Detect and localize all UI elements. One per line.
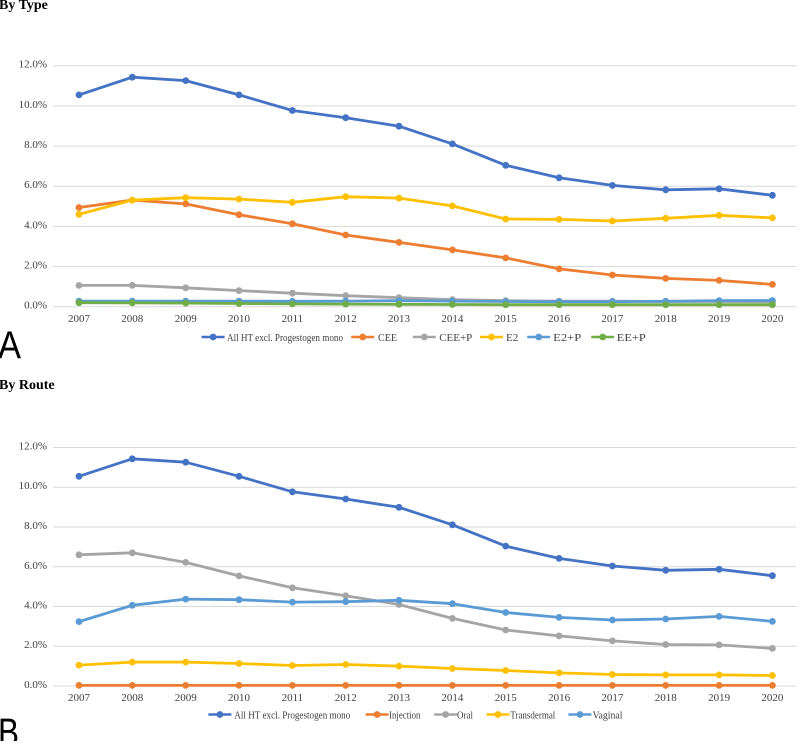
svg-text:2010: 2010	[228, 692, 251, 704]
svg-text:2007: 2007	[68, 692, 91, 704]
svg-text:2015: 2015	[495, 692, 518, 704]
svg-text:2018: 2018	[655, 692, 678, 704]
svg-text:2018: 2018	[655, 313, 678, 325]
svg-text:E2: E2	[506, 332, 518, 344]
svg-text:2.0%: 2.0%	[24, 639, 47, 651]
svg-text:CEE: CEE	[378, 332, 397, 344]
svg-text:2017: 2017	[601, 692, 624, 704]
svg-text:2017: 2017	[601, 313, 624, 325]
svg-text:Transdermal: Transdermal	[510, 710, 555, 722]
svg-text:E2+P: E2+P	[553, 332, 581, 344]
svg-text:4.0%: 4.0%	[24, 600, 47, 612]
svg-text:2010: 2010	[228, 313, 251, 325]
svg-text:2009: 2009	[175, 692, 198, 704]
svg-text:2016: 2016	[548, 692, 571, 704]
svg-text:2.0%: 2.0%	[24, 260, 47, 272]
svg-text:2011: 2011	[282, 313, 304, 325]
svg-text:6.0%: 6.0%	[24, 179, 47, 191]
svg-text:A: A	[0, 324, 21, 367]
svg-text:8.0%: 8.0%	[24, 520, 47, 532]
svg-text:All HT excl. Progestogen mono: All HT excl. Progestogen mono	[234, 710, 350, 722]
svg-text:2015: 2015	[495, 313, 518, 325]
svg-text:2012: 2012	[335, 692, 357, 704]
svg-text:2008: 2008	[121, 313, 144, 325]
svg-text:2011: 2011	[282, 692, 304, 704]
svg-text:2013: 2013	[388, 313, 411, 325]
svg-text:By Route: By Route	[0, 378, 55, 393]
svg-text:2013: 2013	[388, 692, 411, 704]
svg-text:2009: 2009	[175, 313, 198, 325]
svg-text:8.0%: 8.0%	[24, 139, 47, 151]
svg-text:2012: 2012	[335, 313, 357, 325]
svg-text:2014: 2014	[441, 692, 464, 704]
svg-text:2016: 2016	[548, 313, 571, 325]
svg-text:B: B	[0, 712, 19, 741]
svg-text:2007: 2007	[68, 313, 91, 325]
svg-text:All HT excl. Progestogen mono: All HT excl. Progestogen mono	[227, 332, 343, 344]
svg-text:CEE+P: CEE+P	[439, 332, 472, 344]
svg-text:2019: 2019	[708, 692, 731, 704]
svg-text:2019: 2019	[708, 313, 731, 325]
svg-text:By Type: By Type	[0, 0, 48, 13]
svg-text:2014: 2014	[441, 313, 464, 325]
svg-text:Oral: Oral	[457, 710, 473, 722]
svg-text:6.0%: 6.0%	[24, 560, 47, 572]
svg-text:2020: 2020	[761, 313, 784, 325]
svg-text:0.0%: 0.0%	[24, 300, 47, 312]
svg-text:10.0%: 10.0%	[19, 480, 47, 492]
svg-text:4.0%: 4.0%	[24, 219, 47, 231]
svg-text:EE+P: EE+P	[617, 332, 646, 344]
svg-text:12.0%: 12.0%	[19, 59, 47, 71]
svg-text:12.0%: 12.0%	[19, 441, 47, 453]
svg-text:2008: 2008	[121, 692, 144, 704]
svg-text:Vaginal: Vaginal	[593, 710, 623, 722]
svg-text:2020: 2020	[761, 692, 784, 704]
svg-text:0.0%: 0.0%	[24, 679, 47, 691]
svg-text:Injection: Injection	[389, 710, 421, 722]
svg-text:10.0%: 10.0%	[19, 99, 47, 111]
